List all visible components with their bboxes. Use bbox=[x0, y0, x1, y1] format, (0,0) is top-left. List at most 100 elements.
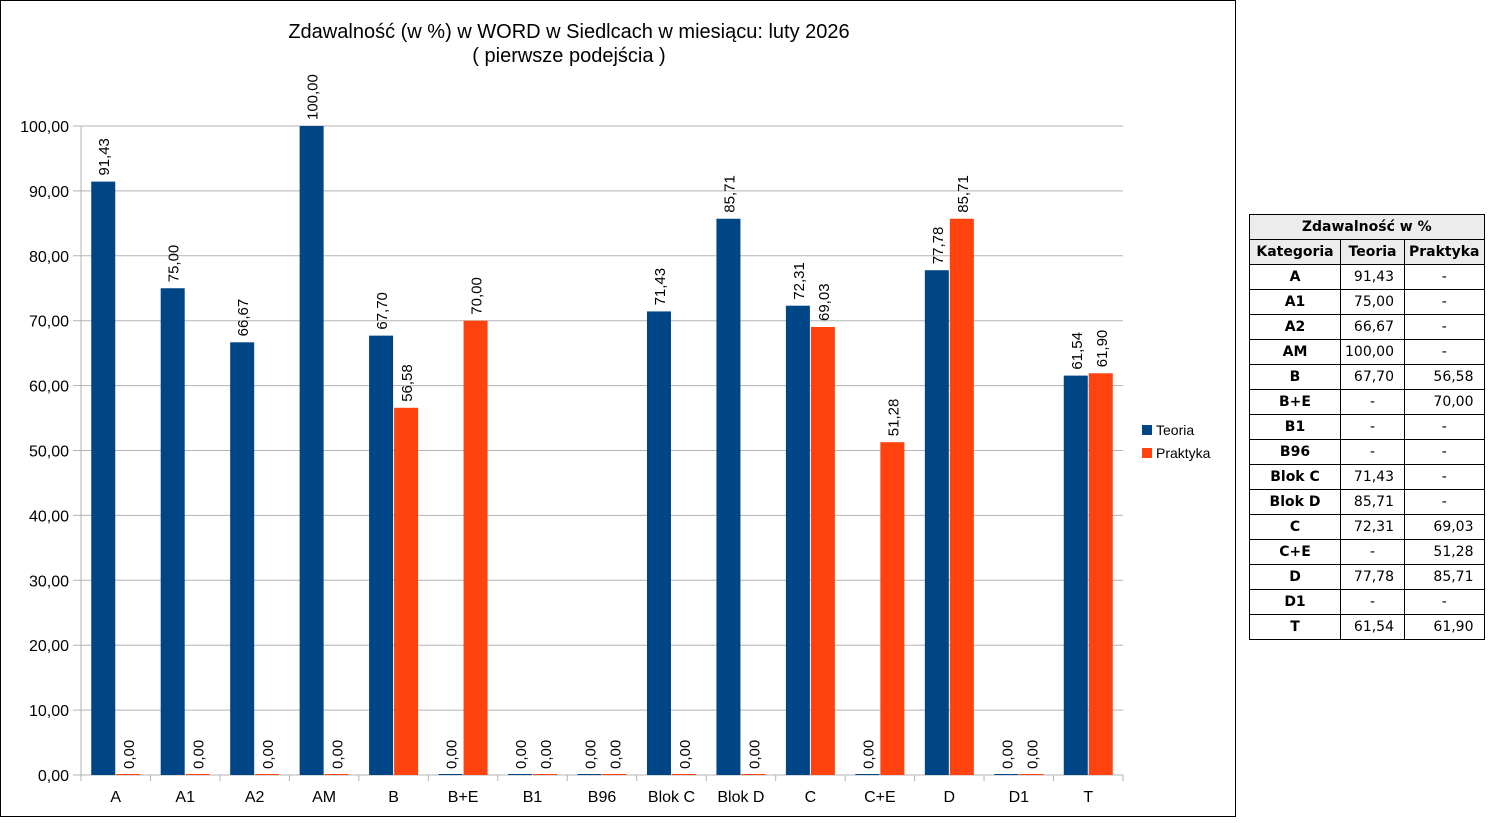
theory-cell: - bbox=[1340, 439, 1405, 465]
data-label: 70,00 bbox=[469, 277, 486, 315]
category-cell: C bbox=[1249, 514, 1341, 540]
y-tick-label: 10,00 bbox=[29, 703, 69, 720]
bar-praktyka bbox=[810, 326, 835, 775]
x-tick-label: T bbox=[1083, 789, 1093, 806]
legend-swatch bbox=[1142, 448, 1152, 458]
category-cell: B96 bbox=[1249, 439, 1341, 465]
bar-teoria bbox=[369, 335, 394, 775]
bar-praktyka bbox=[880, 442, 905, 775]
practice-cell: 56,58 bbox=[1404, 364, 1485, 390]
data-label: 0,00 bbox=[999, 740, 1016, 769]
bar-praktyka bbox=[671, 774, 696, 775]
bar-praktyka bbox=[1019, 774, 1044, 775]
data-label: 0,00 bbox=[121, 740, 138, 769]
data-label: 67,70 bbox=[374, 292, 391, 330]
theory-cell: 67,70 bbox=[1340, 364, 1405, 390]
bar-praktyka bbox=[533, 774, 558, 775]
data-label: 0,00 bbox=[677, 740, 694, 769]
data-label: 0,00 bbox=[513, 740, 530, 769]
pass-rate-table: Zdawalność w % Kategoria Teoria Praktyka A… bbox=[1249, 214, 1485, 640]
x-tick-label: A1 bbox=[175, 789, 195, 806]
theory-cell: 100,00 bbox=[1340, 339, 1405, 365]
x-tick-label: D bbox=[944, 789, 956, 806]
practice-cell: - bbox=[1404, 314, 1485, 340]
theory-cell: - bbox=[1340, 389, 1405, 415]
legend-label: Praktyka bbox=[1156, 445, 1211, 461]
practice-cell: 69,03 bbox=[1404, 514, 1485, 540]
data-label: 0,00 bbox=[191, 740, 208, 769]
x-tick-label: B96 bbox=[588, 789, 617, 806]
data-label: 0,00 bbox=[260, 740, 277, 769]
table-row: C+E -51,28 bbox=[1249, 539, 1485, 565]
theory-cell: - bbox=[1340, 589, 1405, 615]
theory-cell: 85,71 bbox=[1340, 489, 1405, 515]
category-cell: T bbox=[1249, 614, 1341, 640]
category-cell: B1 bbox=[1249, 414, 1341, 440]
bar-teoria bbox=[785, 305, 810, 775]
x-tick-label: B bbox=[388, 789, 399, 806]
y-tick-label: 80,00 bbox=[29, 249, 69, 266]
practice-cell: 51,28 bbox=[1404, 539, 1485, 565]
theory-cell: - bbox=[1340, 539, 1405, 565]
practice-cell: - bbox=[1404, 464, 1485, 490]
y-tick-label: 100,00 bbox=[20, 119, 69, 136]
x-tick-label: Blok C bbox=[648, 789, 695, 806]
bar-teoria bbox=[91, 181, 116, 776]
bar-praktyka bbox=[1088, 373, 1113, 775]
data-label: 61,54 bbox=[1069, 332, 1086, 370]
category-cell: A1 bbox=[1249, 289, 1341, 315]
data-label: 0,00 bbox=[538, 740, 555, 769]
data-label: 0,00 bbox=[608, 740, 625, 769]
theory-cell: - bbox=[1340, 414, 1405, 440]
bar-teoria bbox=[646, 311, 671, 775]
table-row: D1- - bbox=[1249, 589, 1485, 615]
bar-praktyka bbox=[116, 774, 141, 775]
data-label: 71,43 bbox=[652, 268, 669, 306]
x-tick-label: C+E bbox=[864, 789, 896, 806]
x-tick-label: Blok D bbox=[717, 789, 764, 806]
data-label: 51,28 bbox=[885, 399, 902, 437]
bar-praktyka bbox=[741, 774, 766, 775]
y-tick-label: 50,00 bbox=[29, 444, 69, 461]
table-row: B 67,70 56,58 bbox=[1249, 364, 1485, 390]
x-tick-label: C bbox=[805, 789, 817, 806]
theory-cell: 66,67 bbox=[1340, 314, 1405, 340]
practice-cell: - bbox=[1404, 264, 1485, 290]
y-tick-label: 30,00 bbox=[29, 573, 69, 590]
data-label: 0,00 bbox=[444, 740, 461, 769]
y-tick-label: 90,00 bbox=[29, 184, 69, 201]
bar-praktyka bbox=[463, 320, 488, 775]
theory-cell: 71,43 bbox=[1340, 464, 1405, 490]
bar-teoria bbox=[994, 774, 1019, 775]
legend-swatch bbox=[1142, 425, 1152, 435]
bar-praktyka bbox=[185, 774, 210, 775]
x-tick-label: A bbox=[110, 789, 121, 806]
bar-teoria bbox=[716, 218, 741, 776]
x-tick-label: B1 bbox=[523, 789, 543, 806]
x-tick-label: D1 bbox=[1009, 789, 1030, 806]
data-label: 77,78 bbox=[930, 227, 947, 265]
chart-title: Zdawalność (w %) w WORD w Siedlcach w mi… bbox=[288, 21, 849, 43]
x-tick-label: B+E bbox=[448, 789, 479, 806]
bar-praktyka bbox=[324, 774, 349, 775]
category-cell: Blok C bbox=[1249, 464, 1341, 490]
practice-cell: - bbox=[1404, 414, 1485, 440]
category-cell: Blok D bbox=[1249, 489, 1341, 515]
bar-teoria bbox=[230, 342, 255, 775]
data-label: 100,00 bbox=[305, 74, 322, 120]
category-cell: D bbox=[1249, 564, 1341, 590]
bar-praktyka bbox=[602, 774, 627, 775]
data-label: 66,67 bbox=[235, 299, 252, 337]
bar-praktyka bbox=[255, 774, 280, 775]
practice-cell: - bbox=[1404, 439, 1485, 465]
table-row: B+E -70,00 bbox=[1249, 389, 1485, 415]
category-cell: D1 bbox=[1249, 589, 1341, 615]
data-label: 0,00 bbox=[746, 740, 763, 769]
theory-cell: 61,54 bbox=[1340, 614, 1405, 640]
bar-teoria bbox=[160, 288, 185, 775]
table-row: D 77,78 85,71 bbox=[1249, 564, 1485, 590]
practice-cell: - bbox=[1404, 589, 1485, 615]
table-row: AM 100,00- bbox=[1249, 339, 1485, 365]
data-label: 0,00 bbox=[860, 740, 877, 769]
table-row: A 91,43- bbox=[1249, 264, 1485, 290]
